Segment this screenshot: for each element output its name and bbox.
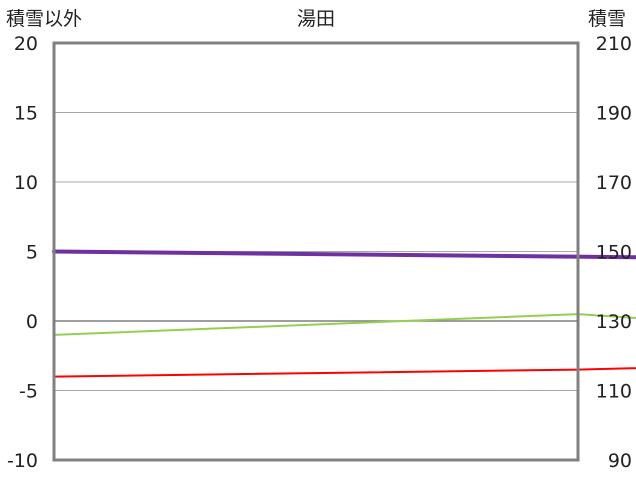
right-tick-label: 110 <box>596 381 632 403</box>
left-tick-label: 0 <box>26 311 38 333</box>
sunshine-line <box>53 313 636 336</box>
right-tick-label: 170 <box>596 172 632 194</box>
chart-title: 湯田 <box>297 8 335 30</box>
right-tick-label: 190 <box>596 103 632 125</box>
right-tick-label: 210 <box>596 33 632 55</box>
left-tick-label: 20 <box>14 33 38 55</box>
right-tick-label: 130 <box>596 311 632 333</box>
left-tick-label: -10 <box>7 450 38 472</box>
left-tick-label: 15 <box>14 103 38 125</box>
series-lines <box>52 249 636 378</box>
left-axis-label: 積雪以外 <box>6 8 82 30</box>
right-axis-tick-labels: 90 110 130 150 170 190 210 <box>596 33 632 472</box>
right-tick-label: 90 <box>608 450 632 472</box>
temperature-line <box>53 367 636 378</box>
snow-depth-line <box>52 249 636 260</box>
left-tick-label: 10 <box>14 172 38 194</box>
plot-frame <box>52 41 580 462</box>
right-tick-label: 150 <box>596 242 632 264</box>
left-axis-tick-labels: -10 -5 0 5 10 15 20 <box>7 33 38 472</box>
left-tick-label: 5 <box>26 242 38 264</box>
left-tick-label: -5 <box>19 381 38 403</box>
right-axis-label: 積雪 <box>588 8 626 30</box>
